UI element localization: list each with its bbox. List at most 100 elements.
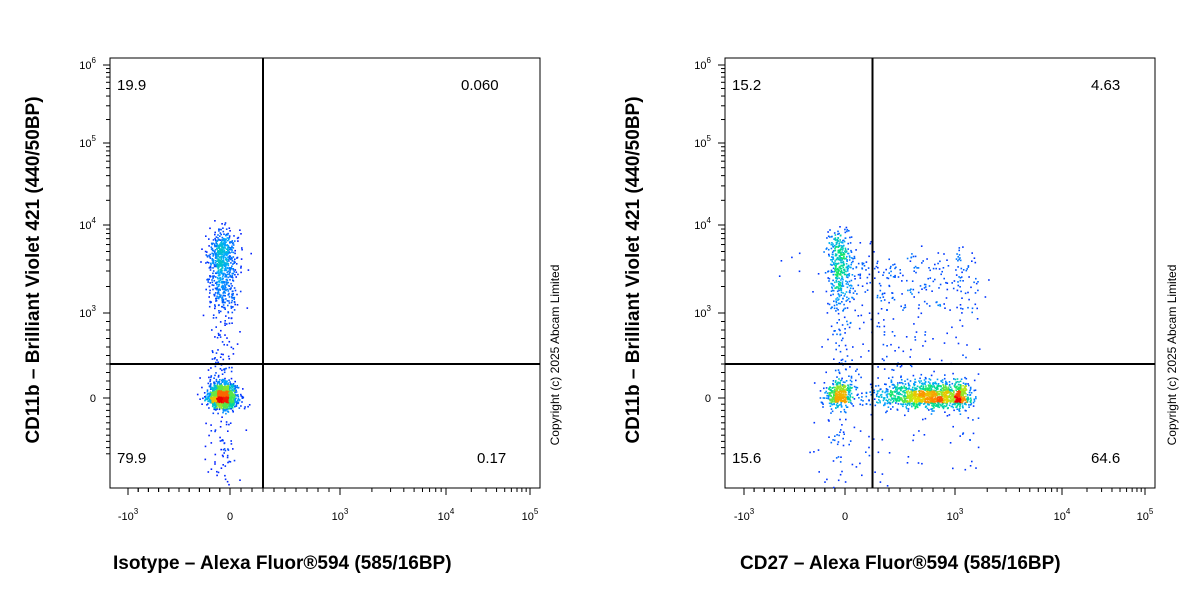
data-point <box>942 407 945 410</box>
data-point <box>231 391 233 394</box>
data-point <box>227 355 230 358</box>
data-point <box>932 382 934 384</box>
data-point <box>893 335 896 337</box>
data-point <box>224 276 226 278</box>
data-point <box>235 402 238 404</box>
data-point <box>212 267 214 269</box>
data-point <box>224 286 226 288</box>
data-point <box>235 263 238 265</box>
data-point <box>955 396 958 399</box>
plot-panel-isotype: -103 0 103 104 105 0 103 104 105 106 CD11b – Bril… <box>23 56 562 574</box>
data-point <box>904 383 907 385</box>
data-point <box>224 247 227 249</box>
data-point <box>919 377 921 380</box>
data-point <box>237 386 240 389</box>
data-point <box>946 403 948 405</box>
data-point <box>956 378 959 380</box>
data-point <box>232 297 235 299</box>
data-point <box>224 301 226 304</box>
data-point <box>847 387 849 390</box>
data-point <box>849 300 851 303</box>
data-point <box>959 380 962 383</box>
data-point <box>954 378 957 381</box>
data-point <box>846 299 849 301</box>
data-point <box>944 393 947 396</box>
data-point <box>218 310 220 312</box>
data-point <box>835 301 838 304</box>
data-point <box>840 406 843 408</box>
data-point <box>228 340 231 343</box>
data-point <box>223 371 226 374</box>
data-point <box>214 304 216 306</box>
data-point <box>843 395 845 397</box>
data-point <box>964 387 967 390</box>
data-point <box>903 397 906 400</box>
data-point <box>965 395 967 398</box>
data-point <box>217 251 220 253</box>
data-point <box>970 286 972 289</box>
data-point <box>902 400 904 402</box>
data-point <box>976 307 978 310</box>
data-point <box>977 289 979 292</box>
data-point <box>240 271 242 274</box>
data-point <box>232 251 235 254</box>
data-point <box>842 437 844 440</box>
data-point <box>881 391 884 393</box>
data-point <box>849 366 851 368</box>
data-point <box>955 336 957 339</box>
data-point <box>215 242 218 245</box>
data-point <box>211 394 213 397</box>
data-point <box>918 402 920 404</box>
data-point <box>231 400 233 402</box>
data-point <box>232 398 235 400</box>
data-point <box>837 249 840 252</box>
data-point <box>226 337 228 339</box>
data-point <box>214 231 216 234</box>
data-point <box>963 396 965 399</box>
data-point <box>839 283 841 286</box>
data-point <box>886 355 888 358</box>
data-point <box>952 287 955 290</box>
data-point <box>959 401 962 404</box>
data-point <box>900 364 903 367</box>
data-point <box>834 398 837 400</box>
data-point <box>225 421 228 423</box>
data-point <box>840 257 843 259</box>
data-point <box>958 276 960 278</box>
data-point <box>240 405 242 407</box>
data-point <box>204 250 207 253</box>
data-point <box>928 386 930 389</box>
data-point <box>217 237 219 239</box>
data-point <box>225 391 228 394</box>
data-point <box>220 393 222 396</box>
data-point <box>925 401 928 404</box>
data-point <box>955 399 957 402</box>
data-point <box>220 387 223 389</box>
data-point <box>954 403 956 406</box>
data-point <box>839 282 842 284</box>
data-point <box>216 401 218 404</box>
data-point <box>215 281 218 284</box>
data-point <box>928 267 930 269</box>
data-point <box>879 481 882 483</box>
data-point <box>939 283 942 286</box>
data-point <box>214 391 216 394</box>
data-point <box>960 389 962 392</box>
data-point <box>948 396 950 399</box>
data-point <box>844 390 846 393</box>
data-point <box>845 266 848 269</box>
data-point <box>836 402 839 405</box>
data-point <box>895 399 897 402</box>
data-point <box>236 385 238 387</box>
data-point <box>913 396 915 399</box>
data-point <box>846 230 848 233</box>
data-point <box>219 385 221 388</box>
data-point <box>780 260 783 262</box>
data-point <box>209 282 211 284</box>
data-point <box>906 257 909 260</box>
data-point <box>225 274 227 277</box>
data-point <box>223 394 225 396</box>
data-point <box>221 284 224 287</box>
data-point <box>214 292 217 294</box>
data-point <box>912 402 915 405</box>
